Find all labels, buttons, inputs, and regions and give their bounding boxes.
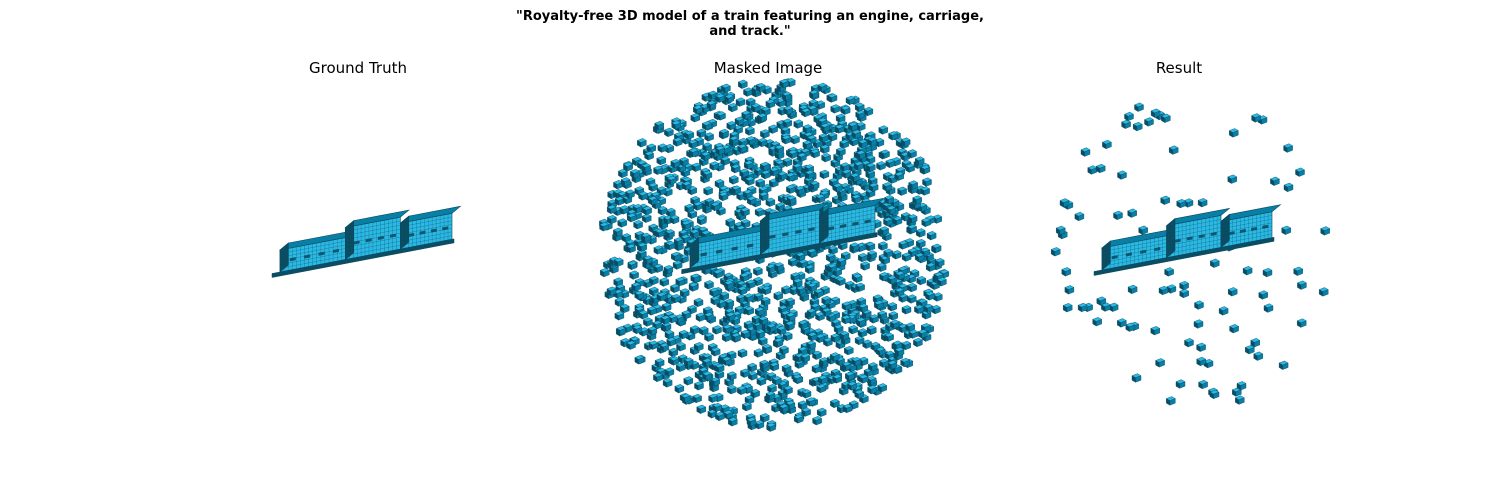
scattered-voxels <box>598 77 950 432</box>
panel-title-masked-image: Masked Image <box>713 59 823 77</box>
train-voxel-model <box>1093 204 1282 276</box>
train-end-face <box>1166 218 1176 259</box>
track-base <box>271 238 455 278</box>
result-voxel-plot <box>1050 102 1331 406</box>
train-voxel-model <box>271 205 462 278</box>
train-voxel-model <box>681 197 885 275</box>
figure-caption-line-1: "Royalty-free 3D model of a train featur… <box>516 9 984 24</box>
panel-title-ground-truth: Ground Truth <box>309 59 407 77</box>
track-base <box>681 232 878 275</box>
train-end-face <box>760 213 770 256</box>
track-base <box>1093 236 1275 276</box>
ground-truth-voxel-plot <box>271 205 462 278</box>
figure-caption-line-2: and track." <box>709 24 791 39</box>
masked-image-voxel-plot <box>598 77 950 432</box>
panel-title-result: Result <box>1155 59 1203 77</box>
train-end-face <box>345 219 355 261</box>
figure-caption: "Royalty-free 3D model of a train featur… <box>0 9 1500 39</box>
